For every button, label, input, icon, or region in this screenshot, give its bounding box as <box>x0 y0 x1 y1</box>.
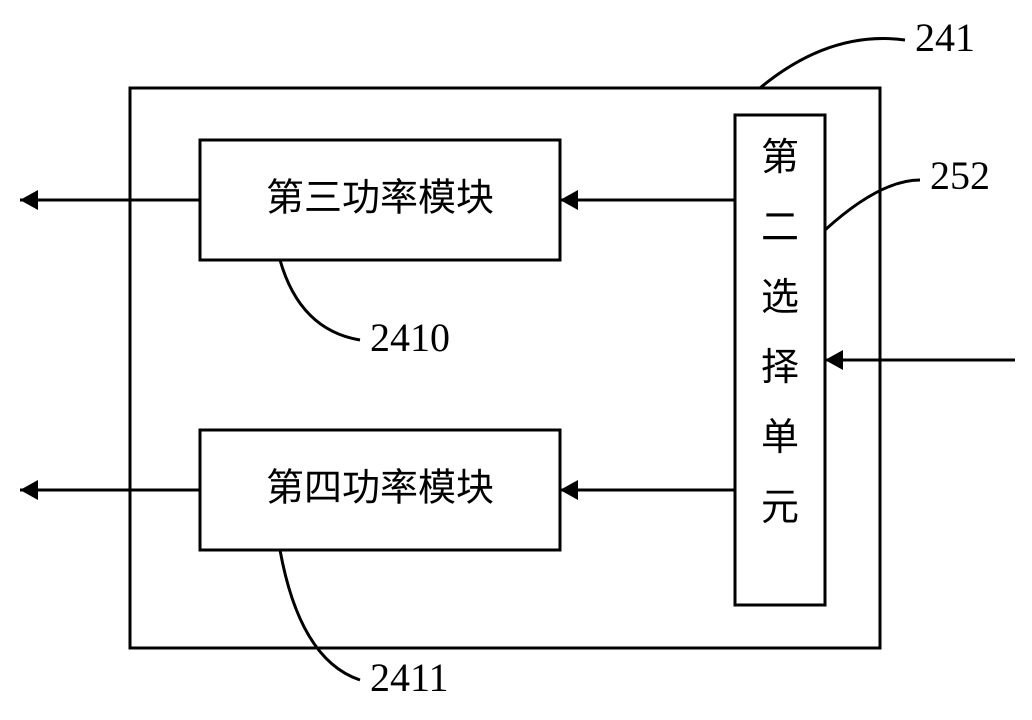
ref-2410: 2410 <box>370 315 450 360</box>
leader-2410 <box>280 260 360 340</box>
svg-text:单: 单 <box>761 417 799 459</box>
module3-label: 第三功率模块 <box>266 178 494 220</box>
svg-text:二: 二 <box>761 207 799 249</box>
ref-241: 241 <box>915 15 975 60</box>
leader-2411 <box>280 550 360 680</box>
leader-252 <box>825 180 920 230</box>
ref-2411: 2411 <box>370 655 449 700</box>
diagram-canvas: 241 第 二 选 择 单 元 252 第三功率模块 2410 第四功率模块 2… <box>0 0 1032 720</box>
svg-text:第: 第 <box>761 137 799 179</box>
svg-text:元: 元 <box>761 487 799 529</box>
module4-label: 第四功率模块 <box>266 468 494 510</box>
leader-241 <box>760 39 905 88</box>
svg-text:择: 择 <box>761 347 799 389</box>
svg-text:选: 选 <box>761 277 799 319</box>
ref-252: 252 <box>930 153 990 198</box>
selector-label: 第 二 选 择 单 元 <box>761 137 799 529</box>
